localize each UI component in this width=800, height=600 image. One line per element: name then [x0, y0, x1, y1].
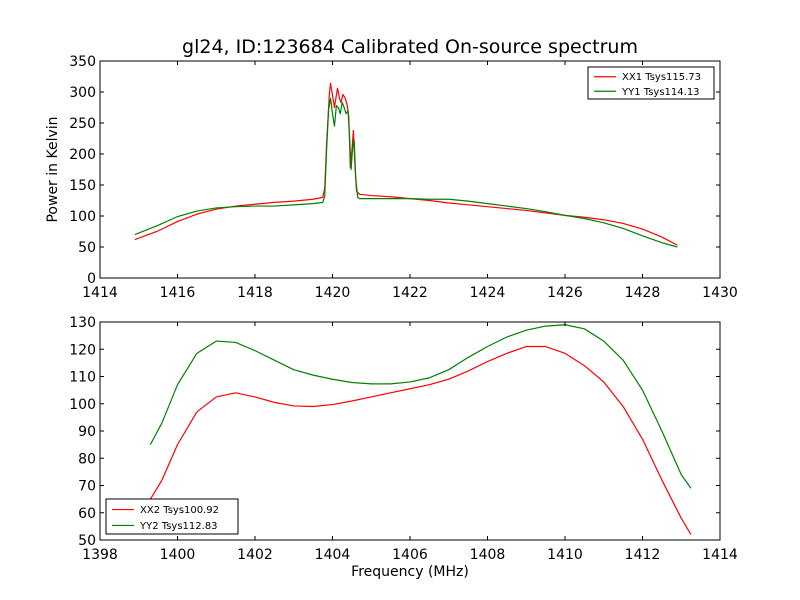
legend: XX1 Tsys115.73 YY1 Tsys114.13: [587, 66, 715, 100]
x-tick-label: 1418: [237, 285, 273, 301]
y-tick-label: 300: [69, 85, 96, 101]
x-tick-label: 1402: [237, 547, 273, 563]
subplot-1: 1414 1416 1418 1420 1422 1424 1426 1428 1430 0 50 1…: [45, 54, 738, 301]
series-line-1-2: [134, 97, 678, 248]
x-tick-label: 1428: [625, 285, 661, 301]
x-tick-label: 1412: [625, 547, 661, 563]
y-tick-label: 70: [78, 479, 96, 495]
x-tick-label: 1426: [547, 285, 583, 301]
y-tick-label: 50: [78, 240, 96, 256]
legend-box: [587, 66, 715, 100]
y-tick-label: 100: [69, 209, 96, 225]
subplot-2: 1398 1400 1402 1404 1406 1408 1410 1412 1414 50 60…: [69, 315, 738, 580]
legend-label: YY2 Tsys112.83: [139, 521, 218, 532]
y-tick-label: 50: [78, 533, 96, 549]
x-tick-label: 1416: [160, 285, 196, 301]
legend-label: XX1 Tsys115.73: [622, 72, 701, 83]
x-tick-label: 1422: [392, 285, 428, 301]
series-line-2-2: [149, 324, 692, 489]
x-tick-label: 1404: [315, 547, 351, 563]
legend-label: YY1 Tsys114.13: [621, 87, 700, 98]
y-tick-label: 80: [78, 451, 96, 467]
y-tick-label: 0: [87, 271, 96, 287]
x-tick-label: 1398: [82, 547, 118, 563]
y-axis-label: Power in Kelvin: [45, 116, 61, 222]
x-tick-label: 1406: [392, 547, 428, 563]
x-axis-label: Frequency (MHz): [351, 564, 469, 580]
x-tick-label: 1400: [160, 547, 196, 563]
x-tick-label: 1430: [702, 285, 738, 301]
y-tick-label: 250: [69, 116, 96, 132]
y-tick-label: 120: [69, 342, 96, 358]
legend-box: [105, 498, 239, 535]
plots-group: 1414 1416 1418 1420 1422 1424 1426 1428 14300501…: [45, 54, 738, 580]
y-tick-label: 60: [78, 506, 96, 522]
x-tick-label: 1414: [702, 547, 738, 563]
legend: XX2 Tsys100.92 YY2 Tsys112.83: [105, 498, 239, 535]
y-tick-label: 130: [69, 315, 96, 331]
y-tick-label: 110: [69, 370, 96, 386]
x-tick-label: 1414: [82, 285, 118, 301]
y-tick-label: 100: [69, 397, 96, 413]
y-tick-label: 150: [69, 178, 96, 194]
y-tick-label: 90: [78, 424, 96, 440]
x-tick-label: 1424: [470, 285, 506, 301]
legend-label: XX2 Tsys100.92: [140, 505, 219, 516]
series-line-2-1: [149, 345, 692, 535]
x-tick-label: 1408: [470, 547, 506, 563]
x-tick-label: 1410: [547, 547, 583, 563]
y-tick-label: 200: [69, 147, 96, 163]
x-tick-label: 1420: [315, 285, 351, 301]
chart-title: gl24, ID:123684 Calibrated On-source spe…: [182, 36, 638, 58]
y-tick-label: 350: [69, 54, 96, 70]
